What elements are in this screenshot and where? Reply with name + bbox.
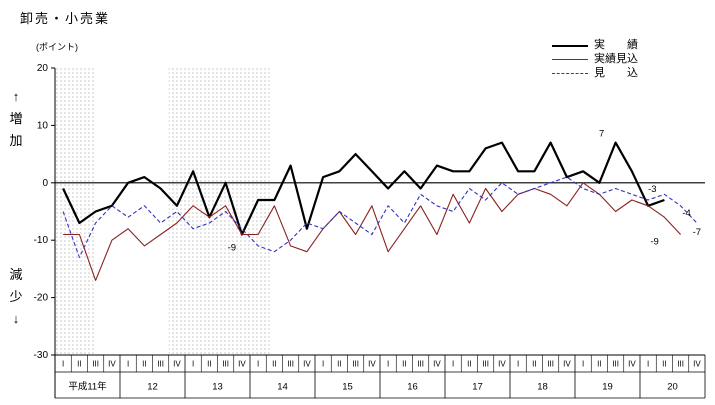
svg-text:III: III — [547, 360, 554, 369]
svg-text:IV: IV — [433, 360, 441, 369]
svg-text:II: II — [532, 360, 536, 369]
svg-text:II: II — [207, 360, 211, 369]
increase-label-char2: 加 — [9, 133, 23, 148]
svg-text:I: I — [452, 360, 454, 369]
up-arrow-icon: ↑ — [12, 89, 20, 104]
svg-text:II: II — [402, 360, 406, 369]
legend-item-forecast: 見 込 — [552, 67, 638, 80]
legend-item-actual: 実 績 — [552, 39, 638, 52]
legend-line-sample-actual — [552, 44, 588, 47]
svg-text:I: I — [387, 360, 389, 369]
decrease-label-char2: 少 — [9, 289, 23, 304]
down-arrow-icon: ↓ — [12, 311, 20, 326]
legend-line-sample-actual-estimate — [552, 59, 588, 60]
svg-text:-10: -10 — [34, 235, 49, 246]
axis-label-spacer — [6, 152, 26, 264]
svg-text:20: 20 — [37, 63, 49, 74]
svg-text:-9: -9 — [228, 242, 236, 253]
svg-text:20: 20 — [667, 382, 678, 393]
svg-text:II: II — [662, 360, 666, 369]
svg-text:12: 12 — [147, 382, 158, 393]
svg-text:18: 18 — [537, 382, 548, 393]
svg-text:-4: -4 — [682, 208, 690, 219]
svg-text:III: III — [482, 360, 489, 369]
svg-text:I: I — [647, 360, 649, 369]
svg-text:I: I — [517, 360, 519, 369]
svg-text:III: III — [677, 360, 684, 369]
svg-text:IV: IV — [238, 360, 246, 369]
svg-text:II: II — [467, 360, 471, 369]
y-axis-direction-labels: ↑ 増 加 減 少 ↓ — [6, 86, 26, 330]
svg-text:IV: IV — [173, 360, 181, 369]
svg-text:17: 17 — [472, 382, 483, 393]
svg-text:II: II — [337, 360, 341, 369]
svg-text:-7: -7 — [693, 227, 701, 238]
svg-text:IV: IV — [693, 360, 701, 369]
svg-text:III: III — [612, 360, 619, 369]
legend-label-actual-estimate: 実績見込 — [594, 53, 638, 65]
svg-text:13: 13 — [212, 382, 223, 393]
svg-text:I: I — [257, 360, 259, 369]
y-axis-unit-label: (ポイント) — [36, 42, 78, 52]
svg-text:IV: IV — [368, 360, 376, 369]
svg-text:III: III — [417, 360, 424, 369]
chart-title: 卸売・小売業 — [20, 11, 111, 26]
svg-text:15: 15 — [342, 382, 353, 393]
svg-text:IV: IV — [628, 360, 636, 369]
svg-text:III: III — [92, 360, 99, 369]
svg-text:14: 14 — [277, 382, 288, 393]
svg-text:7: 7 — [599, 129, 604, 140]
svg-text:I: I — [127, 360, 129, 369]
svg-text:IV: IV — [498, 360, 506, 369]
svg-text:IV: IV — [108, 360, 116, 369]
svg-text:III: III — [222, 360, 229, 369]
svg-text:IV: IV — [563, 360, 571, 369]
svg-text:III: III — [287, 360, 294, 369]
svg-text:II: II — [272, 360, 276, 369]
svg-text:-9: -9 — [650, 236, 658, 247]
legend-label-actual: 実 績 — [594, 39, 638, 51]
increase-label-char1: 増 — [9, 111, 23, 126]
svg-text:IV: IV — [303, 360, 311, 369]
svg-text:I: I — [62, 360, 64, 369]
svg-text:19: 19 — [602, 382, 613, 393]
svg-text:II: II — [77, 360, 81, 369]
svg-text:II: II — [597, 360, 601, 369]
svg-text:10: 10 — [37, 120, 49, 131]
svg-text:-20: -20 — [34, 293, 49, 304]
svg-text:0: 0 — [42, 178, 48, 189]
svg-text:16: 16 — [407, 382, 418, 393]
svg-text:III: III — [352, 360, 359, 369]
svg-text:III: III — [157, 360, 164, 369]
svg-text:平成11年: 平成11年 — [68, 381, 107, 393]
svg-text:I: I — [582, 360, 584, 369]
legend-line-sample-forecast — [552, 73, 588, 74]
svg-text:-3: -3 — [648, 184, 656, 195]
chart-legend: 実 績 実績見込 見 込 — [552, 39, 638, 81]
decrease-label-char1: 減 — [9, 267, 23, 282]
svg-text:I: I — [192, 360, 194, 369]
svg-text:I: I — [322, 360, 324, 369]
legend-label-forecast: 見 込 — [594, 67, 638, 79]
legend-item-actual-estimate: 実績見込 — [552, 53, 638, 66]
svg-text:II: II — [142, 360, 146, 369]
svg-text:-30: -30 — [34, 350, 49, 361]
